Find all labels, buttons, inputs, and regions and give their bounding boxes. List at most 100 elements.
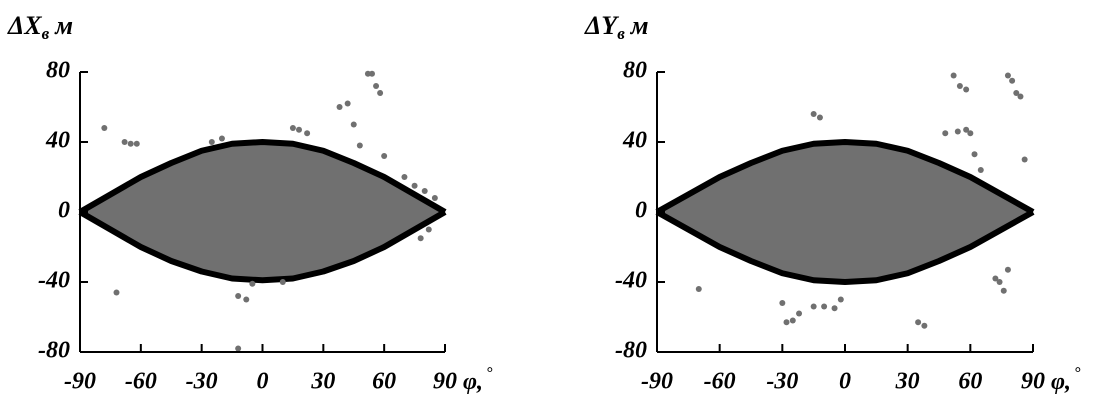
title-sub: в: [617, 24, 625, 43]
point: [963, 126, 970, 133]
point: [915, 319, 922, 326]
x-tick-label: 0: [257, 369, 269, 395]
x-label-sup: °: [486, 365, 493, 382]
point: [1000, 287, 1007, 294]
x-label-sup: °: [1074, 365, 1081, 382]
point: [377, 90, 384, 96]
point: [411, 182, 418, 189]
x-tick-label: 60: [958, 369, 982, 395]
x-tick-label: -30: [766, 369, 798, 395]
point: [956, 83, 963, 89]
point: [1004, 72, 1011, 79]
x-axis-label: φ, °: [463, 365, 493, 395]
point: [992, 275, 999, 282]
point: [810, 111, 817, 117]
point: [421, 188, 428, 194]
title-main: ΔY: [584, 11, 619, 40]
x-tick-label: -90: [641, 369, 673, 395]
point: [381, 153, 388, 159]
point: [942, 130, 949, 137]
x-tick-label: 60: [372, 369, 396, 395]
point: [336, 104, 343, 110]
point: [121, 139, 128, 145]
point: [810, 303, 817, 310]
x-axis-label: φ, °: [1051, 365, 1081, 395]
x-tick-label: 0: [839, 369, 851, 395]
point: [235, 293, 242, 299]
y-tick-label: -80: [615, 338, 647, 364]
x-tick-label: -90: [64, 369, 96, 395]
x-tick-label: 30: [895, 369, 920, 395]
point: [127, 140, 134, 147]
y-tick-label: 40: [622, 128, 647, 154]
envelope-fill: [80, 142, 445, 281]
point: [996, 279, 1003, 285]
point: [289, 125, 296, 131]
title-sub: в: [42, 24, 50, 43]
y-tick-label: -40: [615, 268, 647, 294]
point: [1013, 90, 1020, 96]
point: [779, 300, 786, 306]
point: [783, 319, 790, 326]
point: [417, 235, 424, 242]
point: [344, 100, 351, 107]
point: [954, 128, 961, 135]
title-unit: м: [630, 11, 649, 40]
point: [831, 305, 838, 312]
point: [816, 114, 823, 121]
chart-title: ΔXв м: [7, 11, 73, 43]
point: [971, 151, 978, 158]
point: [431, 195, 438, 201]
point: [921, 322, 928, 329]
title-main: ΔX: [7, 11, 42, 40]
point: [1021, 156, 1028, 163]
y-tick-label: 0: [58, 198, 70, 224]
point: [1004, 266, 1011, 273]
x-tick-label: -60: [125, 369, 157, 395]
point: [1017, 93, 1024, 100]
point: [977, 167, 984, 173]
envelope-upper: [655, 139, 1035, 215]
point: [235, 345, 242, 352]
point: [101, 125, 108, 131]
envelope-lower: [655, 209, 1035, 285]
point: [950, 72, 957, 79]
point: [356, 142, 363, 149]
point: [796, 310, 803, 317]
point: [425, 226, 432, 233]
point: [113, 289, 120, 296]
point: [967, 130, 974, 137]
envelope-lower: [78, 209, 447, 284]
x-label-main: φ,: [1051, 369, 1071, 395]
point: [304, 130, 311, 137]
point: [249, 280, 256, 287]
point: [208, 139, 215, 145]
point: [296, 126, 302, 133]
y-tick-label: 40: [45, 128, 70, 154]
envelope-upper: [78, 139, 447, 215]
point: [133, 140, 140, 147]
point: [401, 174, 408, 180]
y-tick-label: 0: [635, 198, 647, 224]
point: [373, 83, 380, 89]
point: [1009, 77, 1016, 84]
point: [963, 86, 970, 93]
x-tick-label: -60: [704, 369, 736, 395]
x-tick-label: 90: [1021, 369, 1045, 395]
point: [821, 303, 828, 310]
point: [789, 317, 796, 324]
x-label-main: φ,: [463, 369, 483, 395]
point: [837, 296, 844, 303]
point: [279, 279, 286, 285]
x-tick-label: -30: [186, 369, 218, 395]
title-unit: м: [54, 11, 73, 40]
point: [218, 135, 225, 142]
point: [369, 70, 375, 77]
x-tick-label: 90: [433, 369, 457, 395]
point: [350, 121, 357, 128]
x-tick-label: 30: [310, 369, 335, 395]
point: [695, 286, 702, 292]
y-tick-label: -40: [38, 268, 70, 294]
y-tick-label: 80: [46, 58, 70, 84]
